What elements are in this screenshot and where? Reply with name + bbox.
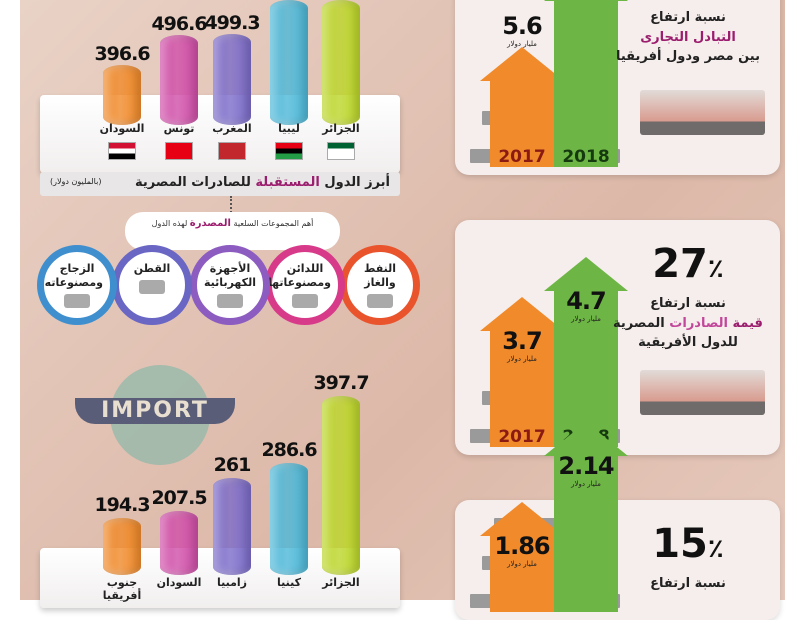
bar-value-label: 261 bbox=[213, 454, 252, 477]
panel-line3: للدول الأفريقية bbox=[638, 335, 738, 350]
percent-value: 15٪ bbox=[652, 521, 724, 567]
export-chart-unit: (بالمليون دولار) bbox=[50, 177, 102, 186]
unit-label: مليار دولار bbox=[507, 40, 537, 48]
stat-panel: 2017 2018 5.6 مليار دولار نسبة ارتفاع التبادل… bbox=[455, 0, 780, 175]
bar-value-label: 496.6 bbox=[151, 13, 207, 35]
dotted-connector bbox=[230, 196, 232, 216]
cargo-ship-icon bbox=[640, 90, 765, 135]
bar bbox=[103, 65, 141, 125]
unit-label: مليار دولار bbox=[507, 355, 537, 363]
flag-icon bbox=[165, 142, 193, 160]
bar-value-label: 499.3 bbox=[204, 12, 260, 35]
category-label: الجزائر bbox=[322, 576, 360, 589]
panel-line1: نسبة ارتفاع bbox=[650, 296, 726, 311]
appliances-icon bbox=[217, 293, 243, 308]
bar bbox=[213, 34, 251, 125]
oil-barrel-icon bbox=[367, 293, 393, 308]
category-label: المغرب bbox=[212, 122, 252, 135]
percent-value: 27٪ bbox=[652, 241, 724, 287]
category-label: ليبيا bbox=[278, 122, 300, 135]
bar bbox=[270, 0, 308, 125]
year-label: 2018 bbox=[562, 147, 610, 167]
category-label: زامبيا bbox=[216, 576, 248, 589]
panel-line1: نسبة ارتفاع bbox=[650, 10, 726, 25]
panel-text: 27٪ نسبة ارتفاع قيمة الصادرات المصرية للدول… bbox=[608, 234, 768, 353]
panel-line2: التبادل التجارى bbox=[640, 29, 736, 45]
arrow-2018 bbox=[544, 257, 628, 447]
bar-value-label: 396.6 bbox=[94, 43, 150, 65]
panel-text: 15٪ نسبة ارتفاع bbox=[608, 514, 768, 594]
unit-label: مليار دولار bbox=[571, 480, 601, 488]
goods-item: اللدائن ومصنوعاتها bbox=[265, 245, 345, 325]
export-chart-title-bar: أبرز الدول المستقبلة للصادرات المصرية (ب… bbox=[40, 172, 400, 196]
arrow-2017 bbox=[480, 502, 564, 612]
category-label: تونس bbox=[163, 122, 195, 135]
unit-label: مليار دولار bbox=[507, 560, 537, 568]
goods-label: الزجاج ومصنوعاته bbox=[44, 262, 103, 289]
goods-item: الأجهزة الكهربائية bbox=[190, 245, 270, 325]
bar bbox=[213, 478, 251, 575]
panel-line1: نسبة ارتفاع bbox=[650, 576, 726, 591]
goods-label: القطن bbox=[133, 262, 171, 275]
unit-label: مليار دولار bbox=[571, 315, 601, 323]
goods-item: النفط والغاز bbox=[340, 245, 420, 325]
goods-label: النفط والغاز bbox=[363, 262, 397, 289]
panel-text: نسبة ارتفاع التبادل التجارى بين مصر ودول أ… bbox=[608, 8, 768, 67]
stat-panel: 1.86 مليار دولار 2.14 مليار دولار 15٪ نسبة ار… bbox=[455, 422, 780, 620]
goods-item: الزجاج ومصنوعاته bbox=[37, 245, 117, 325]
value-2018: 5.6 bbox=[502, 12, 543, 40]
goods-item: القطن bbox=[112, 245, 192, 325]
arrow-2017 bbox=[480, 297, 564, 447]
import-banner: IMPORT bbox=[75, 398, 235, 424]
year-label: 2017 bbox=[498, 427, 546, 447]
value-2017: 1.86 bbox=[494, 532, 550, 560]
category-label: السودان bbox=[99, 122, 145, 135]
bar-value-label: 207.5 bbox=[151, 486, 207, 509]
warehouse-icon bbox=[640, 370, 765, 415]
goods-label: اللدائن ومصنوعاتها bbox=[267, 262, 331, 289]
cotton-icon bbox=[139, 279, 165, 294]
bar-value-label: 194.3 bbox=[94, 494, 150, 517]
category-label: الجزائر bbox=[322, 122, 360, 135]
arrow-2018 bbox=[544, 0, 628, 167]
plastic-bottles-icon bbox=[292, 293, 318, 308]
panel-line3: بين مصر ودول أفريقيا bbox=[615, 49, 760, 64]
bar bbox=[322, 396, 360, 575]
bar bbox=[160, 510, 198, 575]
flag-icon bbox=[327, 142, 355, 160]
flag-icon bbox=[275, 142, 303, 160]
arrow-2017 bbox=[480, 47, 564, 167]
bar bbox=[322, 0, 360, 125]
value-2018: 2.14 bbox=[558, 452, 614, 480]
export-chart-title: أبرز الدول المستقبلة للصادرات المصرية bbox=[135, 175, 390, 190]
bar bbox=[270, 463, 308, 575]
goods-label: الأجهزة الكهربائية bbox=[204, 262, 256, 289]
bar-value-label: 286.6 bbox=[261, 439, 317, 462]
glass-door-icon bbox=[64, 293, 90, 308]
bar-value-label: 397.7 bbox=[313, 372, 369, 395]
bar bbox=[103, 518, 141, 575]
category-label: كينيا bbox=[277, 576, 301, 589]
flag-icon bbox=[218, 142, 246, 160]
stat-panel: 2017 2018 3.7 مليار دولار 4.7 مليار دولار 27٪ ن… bbox=[455, 220, 780, 455]
year-label: 2017 bbox=[498, 147, 546, 167]
arrow-2018 bbox=[544, 422, 628, 612]
bar bbox=[160, 35, 198, 125]
value-2017: 3.7 bbox=[502, 327, 543, 355]
panel-line2: قيمة الصادرات المصرية bbox=[613, 315, 763, 331]
category-label: جنوب أفريقيا bbox=[102, 576, 142, 602]
goods-caption: أهم المجموعات السلعية المصدرة لهذه الدول bbox=[125, 212, 340, 250]
value-2018: 4.7 bbox=[566, 287, 607, 315]
flag-icon bbox=[108, 142, 136, 160]
category-label: السودان bbox=[156, 576, 202, 589]
